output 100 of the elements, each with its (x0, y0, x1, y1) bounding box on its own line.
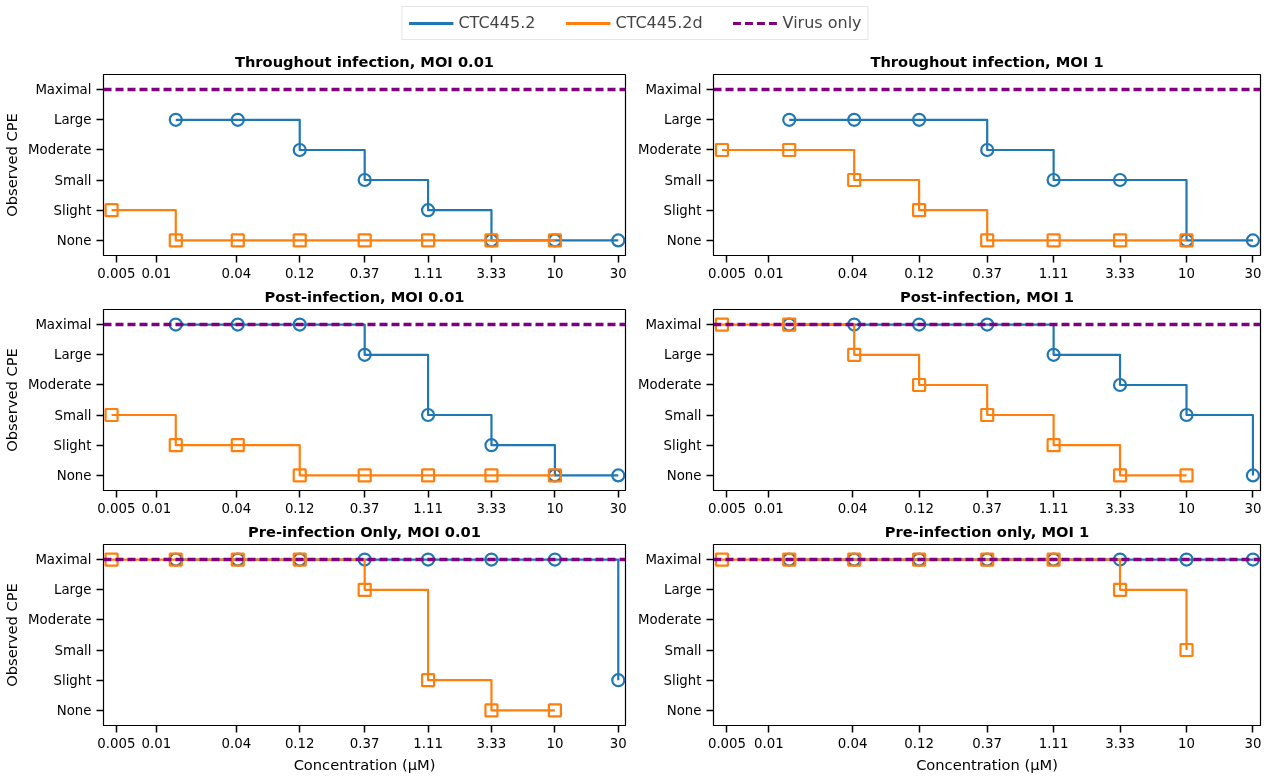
category-label: Large (664, 582, 702, 598)
category-label: Slight (53, 202, 92, 218)
chart-title: Post-infection, MOI 0.01 (264, 287, 465, 305)
x-tick-label: 0.12 (284, 500, 315, 516)
x-tick-label: 0.37 (349, 265, 380, 281)
category-label: None (56, 232, 92, 248)
x-axis-title: Concentration (μM) (293, 755, 436, 773)
legend-label: CTC445.2 (458, 13, 536, 32)
category-label: None (666, 467, 702, 483)
x-tick-label: 0.37 (349, 500, 380, 516)
x-tick-label: 3.33 (476, 500, 507, 516)
category-label: Slight (53, 437, 92, 453)
x-tick-label: 0.04 (837, 500, 868, 516)
y-axis-title: Observed CPE (3, 113, 21, 217)
category-label: Moderate (28, 142, 92, 158)
x-tick-label: 0.04 (837, 265, 868, 281)
category-label: None (56, 467, 92, 483)
category-label: Slight (53, 672, 92, 688)
x-tick-label: 30 (1244, 735, 1262, 751)
x-tick-label: 10 (546, 500, 564, 516)
x-tick-label: 0.04 (837, 735, 868, 751)
x-tick-label: 3.33 (476, 735, 507, 751)
x-tick-label: 1.11 (1038, 500, 1069, 516)
category-label: Maximal (35, 82, 92, 98)
x-tick-label: 0.005 (97, 735, 136, 751)
chart-title: Throughout infection, MOI 0.01 (234, 52, 495, 70)
y-axis-title: Observed CPE (3, 348, 21, 452)
x-tick-label: 0.005 (707, 500, 747, 516)
x-tick-label: 10 (1178, 265, 1195, 281)
x-tick-label: 30 (609, 500, 627, 516)
x-tick-label: 3.33 (1105, 500, 1135, 516)
x-tick-label: 0.01 (754, 500, 784, 516)
x-tick-label: 30 (1244, 500, 1262, 516)
category-label: Large (664, 112, 702, 128)
category-label: Large (664, 347, 702, 363)
category-label: Maximal (645, 317, 702, 333)
x-tick-label: 30 (609, 735, 627, 751)
category-label: Moderate (28, 377, 92, 393)
category-label: Slight (663, 672, 702, 688)
category-label: None (56, 702, 92, 718)
category-label: Maximal (35, 552, 92, 568)
x-tick-label: 10 (546, 735, 564, 751)
x-tick-label: 3.33 (1105, 265, 1135, 281)
x-tick-label: 0.005 (707, 265, 747, 281)
category-label: None (666, 232, 702, 248)
category-label: Moderate (638, 612, 702, 628)
x-tick-label: 0.12 (904, 265, 934, 281)
category-label: Slight (663, 202, 702, 218)
x-tick-label: 0.01 (141, 735, 172, 751)
x-tick-label: 0.04 (221, 265, 252, 281)
category-label: Moderate (638, 142, 702, 158)
x-tick-label: 0.01 (754, 735, 784, 751)
legend-label: CTC445.2d (615, 13, 703, 32)
x-tick-label: 0.37 (972, 500, 1003, 516)
category-label: Large (54, 582, 92, 598)
x-axis-title: Concentration (μM) (916, 755, 1058, 773)
category-label: Small (54, 407, 92, 423)
category-label: Large (54, 347, 92, 363)
category-label: Maximal (645, 552, 702, 568)
x-tick-label: 0.04 (221, 735, 252, 751)
x-tick-label: 0.005 (97, 265, 136, 281)
x-tick-label: 0.01 (141, 265, 172, 281)
chart-title: Throughout infection, MOI 1 (870, 52, 1104, 70)
x-tick-label: 10 (546, 265, 564, 281)
chart-title: Pre-infection only, MOI 1 (884, 522, 1090, 540)
x-tick-label: 0.12 (904, 735, 934, 751)
category-label: Small (664, 642, 702, 658)
x-tick-label: 1.11 (413, 735, 443, 751)
x-tick-label: 10 (1178, 500, 1195, 516)
category-label: Large (54, 112, 92, 128)
category-label: Small (664, 407, 702, 423)
x-tick-label: 3.33 (1105, 735, 1135, 751)
category-label: Small (664, 172, 702, 188)
x-tick-label: 3.33 (476, 265, 507, 281)
x-tick-label: 0.12 (284, 735, 315, 751)
x-tick-label: 0.12 (904, 500, 934, 516)
x-tick-label: 0.12 (284, 265, 315, 281)
x-tick-label: 30 (609, 265, 627, 281)
x-tick-label: 1.11 (1038, 265, 1069, 281)
category-label: None (666, 702, 702, 718)
x-tick-label: 1.11 (413, 500, 443, 516)
category-label: Moderate (28, 612, 92, 628)
x-tick-label: 0.005 (97, 500, 136, 516)
category-label: Small (54, 642, 92, 658)
x-tick-label: 1.11 (1038, 735, 1069, 751)
chart-title: Post-infection, MOI 1 (899, 287, 1075, 305)
x-tick-label: 0.01 (141, 500, 172, 516)
chart-title: Pre-infection Only, MOI 0.01 (248, 522, 481, 540)
x-tick-label: 30 (1244, 265, 1262, 281)
category-label: Small (54, 172, 92, 188)
x-tick-label: 10 (1178, 735, 1195, 751)
x-tick-label: 0.37 (349, 735, 380, 751)
x-tick-label: 0.005 (707, 735, 747, 751)
category-label: Moderate (638, 377, 702, 393)
x-tick-label: 0.04 (221, 500, 252, 516)
x-tick-label: 0.37 (972, 265, 1003, 281)
x-tick-label: 1.11 (413, 265, 443, 281)
category-label: Maximal (35, 317, 92, 333)
x-tick-label: 0.37 (972, 735, 1003, 751)
category-label: Slight (663, 437, 702, 453)
